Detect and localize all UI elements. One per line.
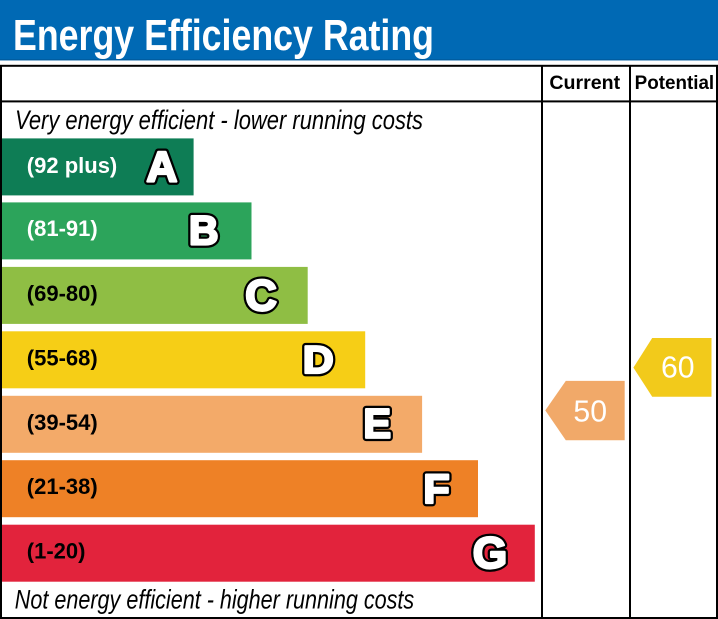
svg-text:(69-80): (69-80) (27, 281, 98, 306)
svg-text:(39-54): (39-54) (27, 410, 98, 435)
svg-text:(55-68): (55-68) (27, 345, 98, 370)
svg-text:Current: Current (549, 72, 620, 94)
svg-text:Not energy efficient - higher: Not energy efficient - higher running co… (15, 584, 414, 614)
svg-text:50: 50 (573, 396, 607, 429)
svg-text:Very energy efficient - lower: Very energy efficient - lower running co… (15, 105, 423, 135)
svg-text:(1-20): (1-20) (27, 539, 86, 564)
svg-text:(92 plus): (92 plus) (27, 153, 117, 178)
svg-text:(81-91): (81-91) (27, 216, 98, 241)
svg-text:60: 60 (661, 352, 695, 385)
svg-text:(21-38): (21-38) (27, 474, 98, 499)
svg-text:Potential: Potential (635, 72, 715, 94)
svg-text:Energy Efficiency Rating: Energy Efficiency Rating (13, 11, 434, 60)
